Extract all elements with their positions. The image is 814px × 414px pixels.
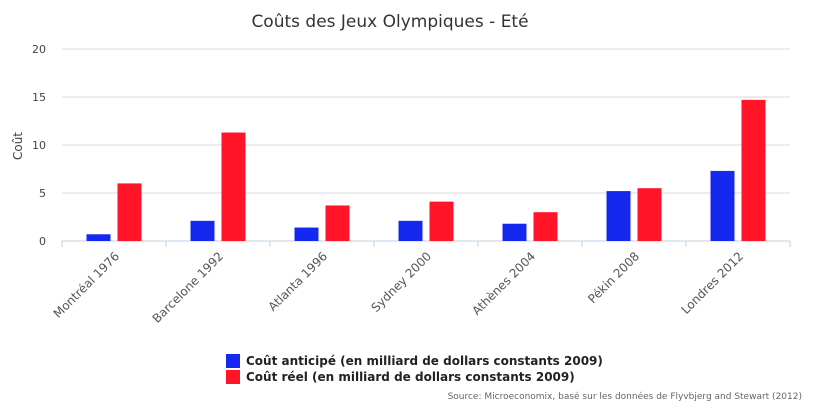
source-note: Source: Microeconomix, basé sur les donn… xyxy=(448,391,802,402)
x-tick-label: Barcelone 1992 xyxy=(150,249,227,326)
legend-label: Coût réel (en milliard de dollars consta… xyxy=(246,370,575,384)
y-axis-label: Coût xyxy=(11,132,25,160)
bar-reel xyxy=(117,183,142,241)
bar-reel xyxy=(637,188,662,241)
x-tick-label: Athènes 2004 xyxy=(469,249,538,318)
bar-anticipe xyxy=(502,223,527,241)
y-tick-label: 10 xyxy=(32,139,46,152)
bar-reel xyxy=(741,99,766,241)
bar-anticipe xyxy=(86,234,111,241)
chart-title: Coûts des Jeux Olympiques - Eté xyxy=(251,12,528,32)
legend: Coût anticipé (en milliard de dollars co… xyxy=(226,354,603,384)
x-tick-label: Londres 2012 xyxy=(678,249,746,317)
bars xyxy=(86,99,766,241)
bar-reel xyxy=(221,132,246,241)
x-tick-label: Sydney 2000 xyxy=(369,249,435,315)
legend-swatch xyxy=(226,354,240,368)
x-tick-label: Atlanta 1996 xyxy=(265,249,330,314)
legend-swatch xyxy=(226,370,240,384)
bar-anticipe xyxy=(294,227,319,241)
bar-anticipe xyxy=(398,220,423,241)
gridlines xyxy=(61,48,791,247)
x-tick-label: Pékin 2008 xyxy=(585,249,642,306)
bar-reel xyxy=(533,212,558,241)
y-tick-label: 5 xyxy=(39,187,46,200)
y-tick-label: 20 xyxy=(32,43,46,56)
bar-reel xyxy=(325,205,350,241)
bar-reel xyxy=(429,201,454,241)
y-tick-label: 0 xyxy=(39,235,46,248)
bar-anticipe xyxy=(606,191,631,241)
y-tick-label: 15 xyxy=(32,91,46,104)
x-tick-labels: Montréal 1976 Barcelone 1992 Atlanta 1996 S… xyxy=(51,249,746,326)
bar-anticipe xyxy=(710,170,735,241)
bar-anticipe xyxy=(190,220,215,241)
legend-label: Coût anticipé (en milliard de dollars co… xyxy=(246,354,603,368)
y-tick-labels: 0 5 10 15 20 xyxy=(32,43,46,248)
x-tick-label: Montréal 1976 xyxy=(51,249,122,320)
